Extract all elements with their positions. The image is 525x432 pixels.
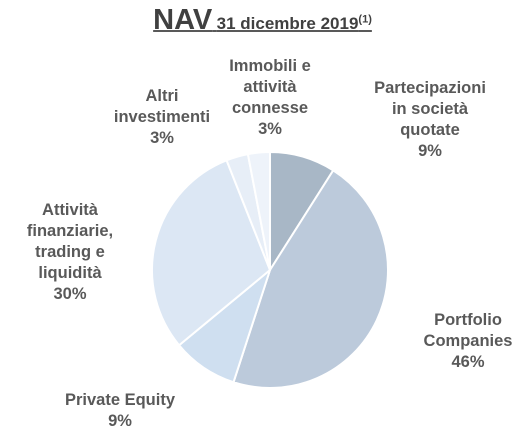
title-block: NAV 31 dicembre 2019(1) <box>0 4 525 37</box>
value-label: 3% <box>258 120 282 138</box>
category-label: Altri investimenti <box>113 87 211 126</box>
chart-subtitle: 31 dicembre 2019 <box>216 14 359 33</box>
value-label: 46% <box>451 353 485 371</box>
slice-label: Private Equity 9% <box>30 390 210 432</box>
slice-label: Portfolio Companies 46% <box>408 310 525 373</box>
category-label: Attività finanziarie, trading e liquidit… <box>26 201 114 282</box>
value-label: 3% <box>150 129 174 147</box>
pie-slice <box>151 158 272 347</box>
slice-label: Altri investimenti 3% <box>102 86 222 149</box>
value-label: 9% <box>108 412 132 430</box>
category-label: Private Equity <box>64 391 176 409</box>
slice-label: Partecipazioni in società quotate 9% <box>365 78 495 162</box>
category-label: Portfolio Companies <box>423 311 513 350</box>
value-label: 30% <box>53 285 87 303</box>
pie-slice <box>246 150 271 271</box>
category-label: Immobili e attività connesse <box>229 57 311 117</box>
pie-slice <box>232 168 389 389</box>
value-label: 9% <box>418 142 442 160</box>
slice-label: Attività finanziarie, trading e liquidit… <box>5 200 135 305</box>
chart-title: NAV <box>153 4 213 36</box>
category-label: Partecipazioni in società quotate <box>374 79 486 139</box>
title-note: (1) <box>358 13 372 26</box>
slice-label: Immobili e attività connesse 3% <box>210 56 330 140</box>
